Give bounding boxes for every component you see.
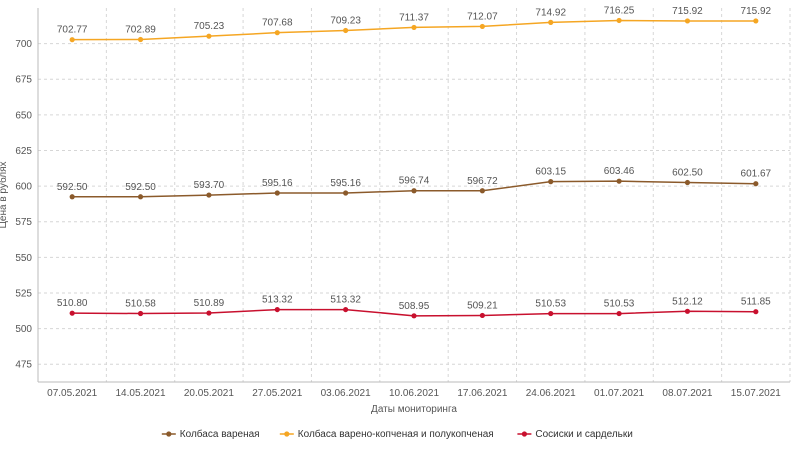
data-point[interactable]	[753, 181, 759, 187]
legend-item-label[interactable]: Сосиски и сардельки	[535, 429, 632, 440]
data-point[interactable]	[684, 308, 691, 314]
data-label: 715.92	[672, 6, 703, 17]
data-label: 601.67	[741, 169, 772, 180]
y-tick-label: 525	[15, 288, 32, 299]
y-tick-label: 675	[15, 75, 32, 86]
data-point[interactable]	[479, 312, 485, 319]
x-axis-title: Даты мониторинга	[371, 404, 457, 415]
data-label: 712.07	[467, 11, 498, 22]
x-tick-label: 27.05.2021	[252, 388, 302, 399]
x-tick-label: 14.05.2021	[116, 388, 166, 399]
y-tick-label: 575	[15, 217, 32, 228]
data-label: 509.21	[467, 300, 498, 311]
data-point[interactable]	[206, 192, 212, 198]
legend-swatch-marker[interactable]	[166, 431, 172, 437]
data-label: 707.68	[262, 18, 293, 29]
data-label: 702.89	[125, 25, 156, 36]
legend-swatch-marker[interactable]	[521, 431, 528, 437]
data-point[interactable]	[411, 188, 417, 194]
data-point[interactable]	[137, 194, 144, 200]
legend-swatch-marker[interactable]	[284, 431, 290, 437]
data-point[interactable]	[616, 17, 622, 24]
data-label: 510.58	[125, 298, 156, 309]
data-point[interactable]	[206, 33, 212, 39]
x-tick-label: 15.07.2021	[731, 388, 781, 399]
data-point[interactable]	[548, 179, 554, 185]
x-tick-label: 10.06.2021	[389, 388, 439, 399]
data-point[interactable]	[343, 306, 349, 313]
data-point[interactable]	[548, 19, 554, 25]
data-label: 510.53	[535, 299, 566, 310]
y-tick-label: 650	[15, 110, 32, 121]
y-tick-label: 625	[15, 146, 32, 157]
data-point[interactable]	[684, 18, 691, 24]
data-label: 513.32	[330, 295, 361, 306]
x-tick-label: 08.07.2021	[662, 388, 712, 399]
y-tick-label: 475	[15, 360, 32, 371]
data-label: 510.80	[57, 298, 88, 309]
data-point[interactable]	[411, 313, 417, 319]
data-label: 510.89	[194, 298, 225, 309]
data-point[interactable]	[206, 310, 212, 316]
y-tick-label: 550	[15, 253, 32, 264]
data-point[interactable]	[69, 194, 75, 200]
x-tick-label: 17.06.2021	[457, 388, 507, 399]
data-label: 513.32	[262, 295, 293, 306]
data-label: 603.15	[535, 167, 566, 178]
data-point[interactable]	[137, 310, 144, 317]
data-point[interactable]	[684, 179, 691, 186]
x-tick-label: 03.06.2021	[321, 388, 371, 399]
data-point[interactable]	[411, 24, 417, 31]
data-point[interactable]	[274, 190, 280, 196]
data-label: 702.77	[57, 25, 88, 36]
data-point[interactable]	[69, 310, 75, 316]
data-point[interactable]	[616, 178, 622, 184]
x-tick-label: 01.07.2021	[594, 388, 644, 399]
data-point[interactable]	[69, 37, 75, 43]
data-label: 714.92	[535, 7, 566, 18]
data-label: 596.72	[467, 176, 498, 187]
data-point[interactable]	[479, 188, 485, 194]
data-label: 510.53	[604, 299, 635, 310]
data-label: 705.23	[194, 21, 225, 32]
data-label: 512.12	[672, 296, 703, 307]
data-point[interactable]	[137, 36, 144, 43]
x-tick-label: 07.05.2021	[47, 388, 97, 399]
data-point[interactable]	[753, 18, 759, 24]
data-label: 595.16	[262, 178, 293, 189]
y-tick-label: 700	[15, 39, 32, 50]
data-label: 709.23	[330, 15, 361, 26]
data-label: 602.50	[672, 168, 703, 179]
data-point[interactable]	[274, 30, 280, 36]
data-label: 592.50	[57, 182, 88, 193]
data-label: 603.46	[604, 166, 635, 177]
y-tick-label: 500	[15, 324, 32, 335]
data-label: 716.25	[604, 5, 635, 16]
data-label: 508.95	[399, 301, 430, 312]
legend-item-label[interactable]: Колбаса варено-копченая и полукопченая	[298, 428, 494, 440]
legend-item-label[interactable]: Колбаса вареная	[180, 428, 260, 440]
x-tick-label: 24.06.2021	[526, 388, 576, 399]
data-label: 593.70	[194, 180, 225, 191]
data-label: 511.85	[741, 297, 771, 308]
data-point[interactable]	[274, 306, 280, 313]
data-point[interactable]	[343, 27, 349, 34]
data-point[interactable]	[548, 310, 554, 317]
data-label: 715.92	[741, 6, 772, 17]
data-point[interactable]	[753, 309, 759, 315]
data-point[interactable]	[343, 190, 349, 196]
y-axis-title: Цена в рублях	[0, 161, 9, 228]
data-point[interactable]	[616, 310, 622, 317]
data-label: 711.37	[399, 12, 429, 23]
y-tick-label: 600	[15, 182, 32, 193]
x-tick-label: 20.05.2021	[184, 388, 234, 399]
data-point[interactable]	[479, 23, 485, 30]
data-label: 592.50	[125, 182, 156, 193]
data-label: 595.16	[330, 178, 361, 189]
data-label: 596.74	[399, 176, 430, 187]
